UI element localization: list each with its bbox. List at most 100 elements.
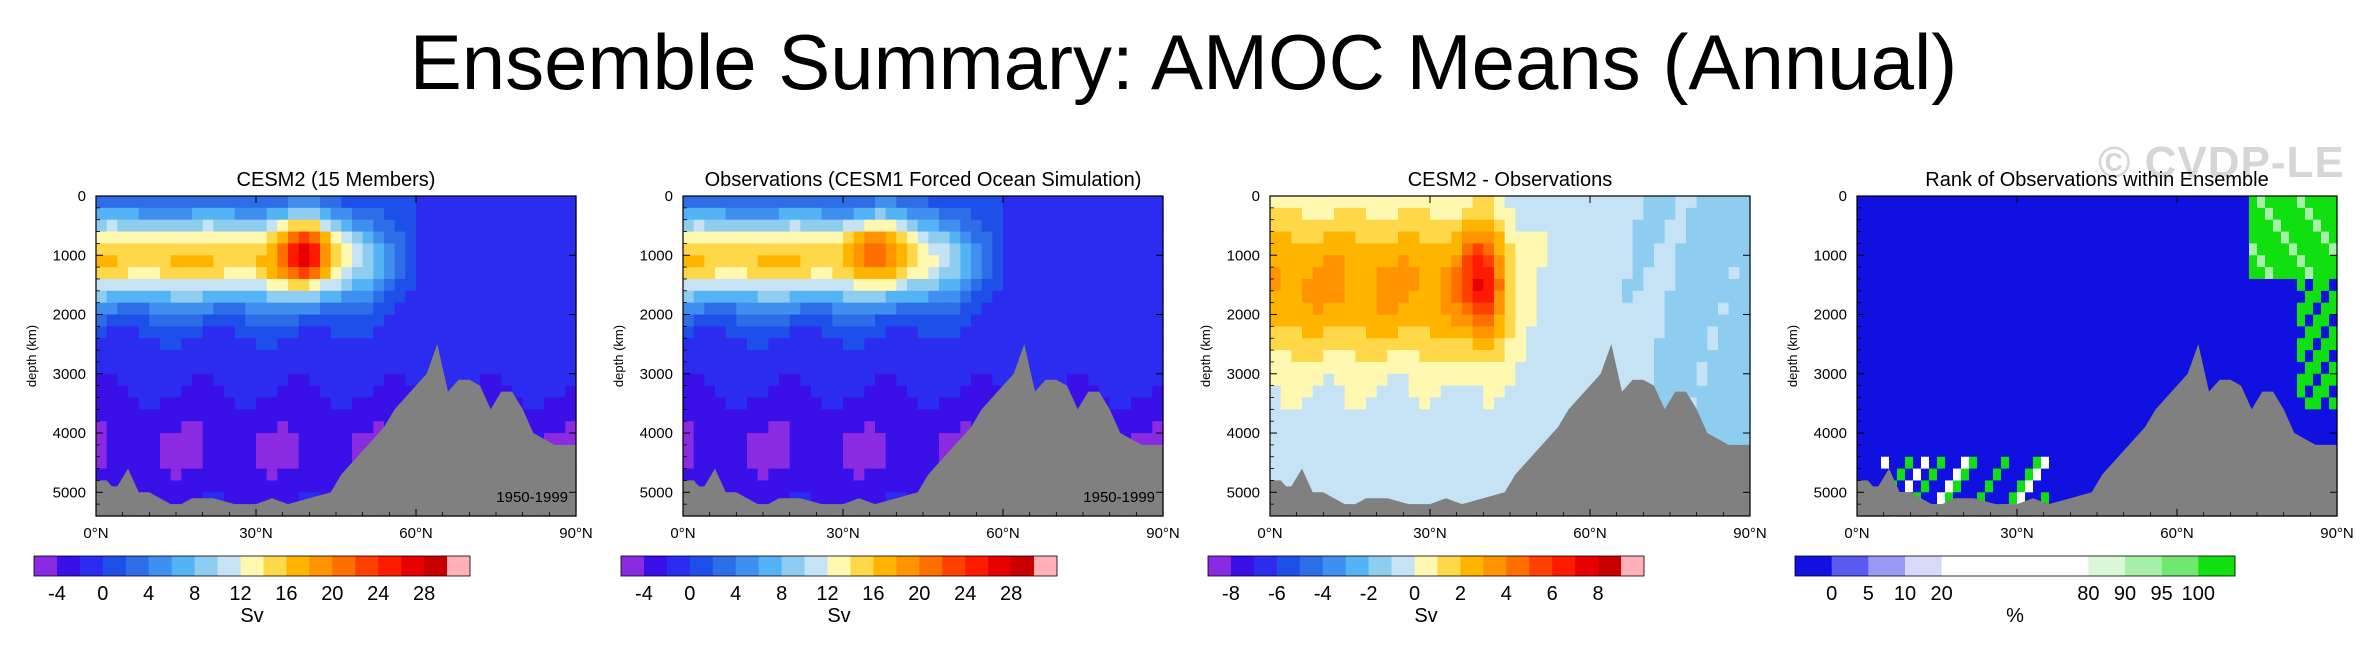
field-cell	[2161, 267, 2170, 280]
field-cell	[1937, 207, 1946, 221]
field-cell	[821, 243, 833, 256]
field-cell	[715, 314, 727, 327]
field-cell	[1611, 350, 1623, 363]
field-cell	[2073, 302, 2082, 316]
field-cell	[2073, 219, 2082, 233]
field-cell	[928, 290, 940, 304]
field-cell	[1088, 338, 1100, 351]
field-cell	[2017, 314, 2026, 327]
field-cell	[544, 385, 556, 399]
field-cell	[832, 492, 844, 505]
field-cell	[1977, 468, 1986, 482]
field-cell	[320, 444, 332, 458]
field-cell	[469, 373, 481, 387]
field-cell	[821, 314, 833, 327]
field-cell	[1857, 361, 1866, 375]
field-cell	[1857, 444, 1866, 458]
field-cell	[949, 255, 961, 268]
field-cell	[779, 361, 791, 375]
field-cell	[1707, 231, 1719, 245]
field-cell	[2017, 397, 2026, 410]
field-cell	[1494, 397, 1506, 410]
field-cell	[704, 385, 716, 399]
field-cell	[2097, 350, 2106, 363]
field-cell	[1504, 243, 1516, 256]
field-cell	[384, 207, 396, 221]
field-cell	[106, 243, 118, 256]
field-cell	[1643, 338, 1655, 351]
field-cell	[170, 302, 182, 316]
field-cell	[1707, 267, 1719, 280]
y-tick-label: 4000	[53, 425, 86, 442]
field-cell	[458, 290, 470, 304]
field-cell	[917, 278, 929, 292]
field-cell	[128, 219, 140, 233]
field-cell	[693, 314, 705, 327]
field-cell	[1526, 397, 1538, 410]
field-cell	[234, 302, 246, 316]
field-cell	[352, 421, 364, 434]
field-cell	[1905, 350, 1914, 363]
field-cell	[341, 255, 353, 268]
field-cell	[1547, 350, 1559, 363]
field-cell	[170, 243, 182, 256]
field-cell	[1889, 433, 1898, 446]
field-cell	[1905, 421, 1914, 434]
field-cell	[288, 267, 300, 280]
field-cell	[832, 385, 844, 399]
field-cell	[971, 278, 983, 292]
field-cell	[1937, 326, 1946, 339]
field-cell	[2145, 373, 2154, 387]
field-cell	[234, 492, 246, 505]
field-cell	[1099, 385, 1111, 399]
field-cell	[1718, 326, 1730, 339]
field-cell	[1355, 468, 1367, 482]
field-cell	[1270, 338, 1282, 351]
field-cell	[1355, 267, 1367, 280]
field-cell	[1897, 255, 1906, 268]
field-cell	[1590, 350, 1602, 363]
field-cell	[1270, 219, 1282, 233]
field-cell	[384, 350, 396, 363]
field-cell	[683, 207, 695, 221]
field-cell	[1889, 421, 1898, 434]
field-cell	[811, 278, 823, 292]
field-cell	[1366, 409, 1378, 422]
field-cell	[170, 468, 182, 482]
field-cell	[2025, 231, 2034, 245]
field-cell	[2009, 397, 2018, 410]
field-cell	[2033, 444, 2042, 458]
field-cell	[864, 444, 876, 458]
colorbar-swatch	[1483, 556, 1507, 576]
field-cell	[1937, 361, 1946, 375]
field-cell	[2017, 373, 2026, 387]
field-cell	[1387, 278, 1399, 292]
field-cell	[160, 290, 172, 304]
field-cell	[1728, 207, 1740, 221]
field-cell	[2057, 231, 2066, 245]
field-cell	[1600, 302, 1612, 316]
field-cell	[1430, 290, 1442, 304]
field-cell	[1739, 350, 1751, 363]
field-cell	[2033, 409, 2042, 422]
field-cell	[266, 243, 278, 256]
field-cell	[1961, 196, 1970, 209]
field-cell	[821, 278, 833, 292]
field-cell	[971, 196, 983, 209]
field-cell	[1312, 409, 1324, 422]
field-cell	[2001, 433, 2010, 446]
field-cell	[789, 338, 801, 351]
field-cell	[1312, 302, 1324, 316]
field-cell	[1897, 373, 1906, 387]
field-cell	[747, 255, 759, 268]
field-cell	[1472, 243, 1484, 256]
field-cell	[2105, 421, 2114, 434]
field-cell	[1993, 231, 2002, 245]
field-cell	[1921, 456, 1930, 470]
x-tick-label: 0°N	[1257, 525, 1282, 542]
field-cell	[800, 350, 812, 363]
field-cell	[683, 468, 695, 482]
field-cell	[1905, 302, 1914, 316]
field-cell	[736, 231, 748, 245]
field-cell	[1141, 338, 1153, 351]
